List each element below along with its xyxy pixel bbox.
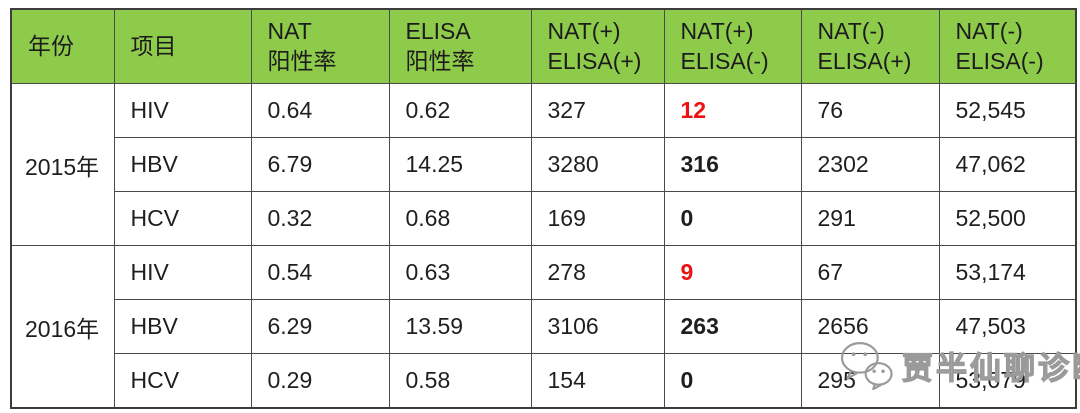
elisa-rate-cell: 0.62	[388, 83, 532, 138]
column-header-natneg-elisaneg: NAT(-) ELISA(-)	[938, 8, 1077, 84]
elisa-rate-cell: 0.68	[388, 191, 532, 246]
item-cell: HBV	[113, 299, 252, 354]
nat-elisa-table-wrap: 年份 项目 NAT 阳性率 ELISA 阳性率 NAT(+) ELISA(+) …	[10, 8, 1077, 409]
elisa-rate-cell: 0.58	[388, 353, 532, 409]
natpos-elisapos-cell: 278	[530, 245, 665, 300]
nat-rate-cell: 6.79	[250, 137, 390, 192]
item-cell: HBV	[113, 137, 252, 192]
nat-rate-cell: 6.29	[250, 299, 390, 354]
natneg-elisaneg-cell: 52,545	[938, 83, 1077, 138]
item-cell: HIV	[113, 245, 252, 300]
elisa-rate-cell: 14.25	[388, 137, 532, 192]
natneg-elisaneg-cell: 47,062	[938, 137, 1077, 192]
header-row: 年份 项目 NAT 阳性率 ELISA 阳性率 NAT(+) ELISA(+) …	[10, 8, 1077, 84]
natpos-elisapos-cell: 327	[530, 83, 665, 138]
table-row-2015-hcv: HCV 0.32 0.68 169 0 291 52,500	[11, 191, 1077, 246]
natneg-elisapos-cell: 2302	[800, 137, 940, 192]
natpos-elisaneg-cell: 9	[663, 245, 802, 300]
natneg-elisapos-cell: 291	[800, 191, 940, 246]
natneg-elisapos-cell: 67	[800, 245, 940, 300]
elisa-rate-cell: 13.59	[388, 299, 532, 354]
natneg-elisaneg-cell: 47,503	[938, 299, 1077, 354]
item-cell: HCV	[113, 191, 252, 246]
year-cell-2015: 2015年	[10, 83, 115, 246]
column-header-natpos-elisapos: NAT(+) ELISA(+)	[530, 8, 665, 84]
natneg-elisapos-cell: 76	[800, 83, 940, 138]
nat-rate-cell: 0.64	[250, 83, 390, 138]
natpos-elisapos-cell: 169	[530, 191, 665, 246]
natpos-elisapos-cell: 3280	[530, 137, 665, 192]
column-header-year: 年份	[10, 8, 115, 84]
year-cell-2016: 2016年	[10, 245, 115, 409]
natpos-elisaneg-cell: 0	[663, 191, 802, 246]
nat-rate-cell: 0.32	[250, 191, 390, 246]
natneg-elisaneg-cell: 53,174	[938, 245, 1077, 300]
natpos-elisapos-cell: 154	[530, 353, 665, 409]
column-header-elisa-rate: ELISA 阳性率	[388, 8, 532, 84]
item-cell: HIV	[113, 83, 252, 138]
natneg-elisaneg-cell: 52,500	[938, 191, 1077, 246]
natneg-elisaneg-cell: 53,079	[938, 353, 1077, 409]
elisa-rate-cell: 0.63	[388, 245, 532, 300]
column-header-natneg-elisapos: NAT(-) ELISA(+)	[800, 8, 940, 84]
natpos-elisaneg-cell: 316	[663, 137, 802, 192]
column-header-nat-rate: NAT 阳性率	[250, 8, 390, 84]
table-row-2015-hiv: 2015年 HIV 0.64 0.62 327 12 76 52,545	[10, 83, 1077, 246]
natpos-elisaneg-cell: 0	[663, 353, 802, 409]
natpos-elisaneg-cell: 12	[663, 83, 802, 138]
column-header-item: 项目	[113, 8, 252, 84]
nat-elisa-comparison-table: 年份 项目 NAT 阳性率 ELISA 阳性率 NAT(+) ELISA(+) …	[10, 8, 1077, 409]
table-row-2016-hiv: 2016年 HIV 0.54 0.63 278 9 67 53,174	[10, 245, 1077, 409]
natpos-elisapos-cell: 3106	[530, 299, 665, 354]
item-cell: HCV	[113, 353, 252, 409]
natneg-elisapos-cell: 295	[800, 353, 940, 409]
column-header-natpos-elisaneg: NAT(+) ELISA(-)	[663, 8, 802, 84]
table-row-2016-hbv: HBV 6.29 13.59 3106 263 2656 47,503	[11, 299, 1077, 354]
nat-rate-cell: 0.29	[250, 353, 390, 409]
natneg-elisapos-cell: 2656	[800, 299, 940, 354]
nat-rate-cell: 0.54	[250, 245, 390, 300]
table-row-2016-hcv: HCV 0.29 0.58 154 0 295 53,079	[11, 353, 1077, 409]
table-row-2015-hbv: HBV 6.79 14.25 3280 316 2302 47,062	[11, 137, 1077, 192]
natpos-elisaneg-cell: 263	[663, 299, 802, 354]
